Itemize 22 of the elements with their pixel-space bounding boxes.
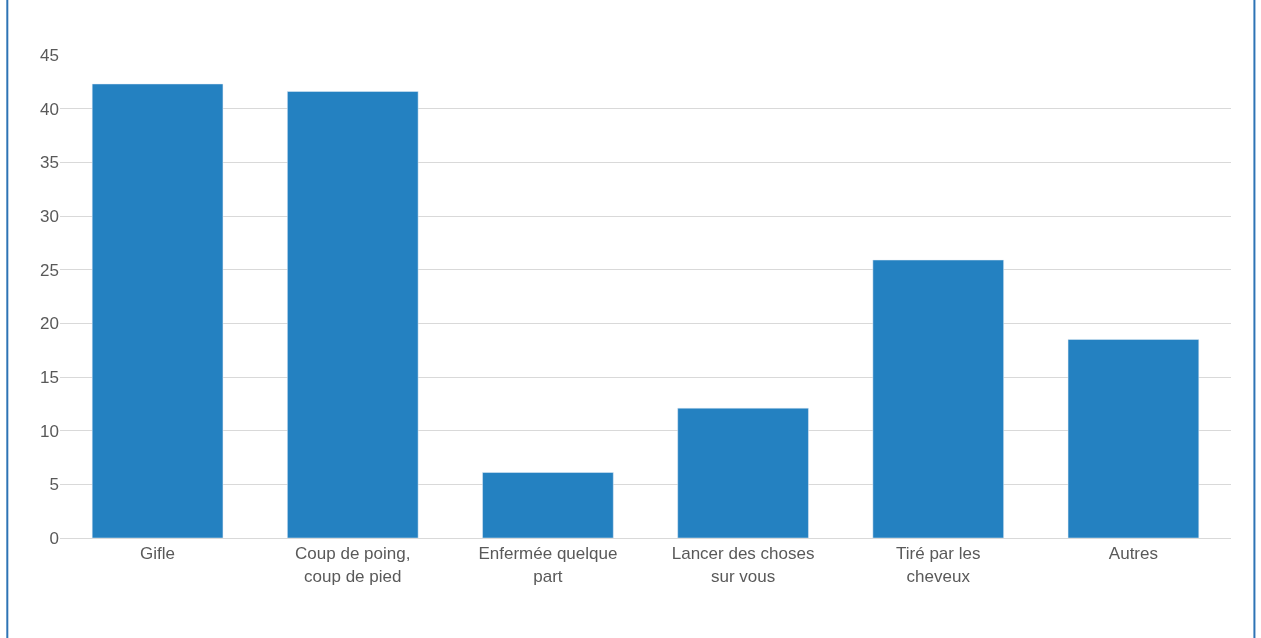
- bar: [91, 83, 224, 538]
- y-tick-label: 35: [40, 153, 59, 173]
- y-tick-label: 20: [40, 314, 59, 334]
- bar: [482, 472, 614, 538]
- y-tick-label: 0: [49, 528, 59, 548]
- y-tick-label: 5: [49, 475, 59, 495]
- x-tick-label: Tiré par les cheveux: [896, 544, 981, 586]
- y-tick-label: 15: [40, 367, 59, 387]
- y-tick-label: 25: [40, 260, 59, 280]
- bar: [872, 259, 1004, 538]
- y-tick-label: 30: [40, 206, 59, 226]
- x-tick-label: Enfermée quelque part: [478, 544, 618, 586]
- x-tick-label: Coup de poing, coup de pied: [295, 544, 411, 586]
- x-tick-label: Gifle: [140, 544, 176, 564]
- y-tick-label: 45: [40, 45, 59, 65]
- bar: [1067, 339, 1200, 538]
- y-tick-label: 10: [40, 421, 59, 441]
- x-tick-label: Autres: [1108, 544, 1158, 564]
- bar: [677, 407, 809, 538]
- x-tick-label: Lancer des choses sur vous: [671, 544, 815, 586]
- bar: [287, 91, 419, 538]
- y-tick-label: 40: [40, 99, 59, 119]
